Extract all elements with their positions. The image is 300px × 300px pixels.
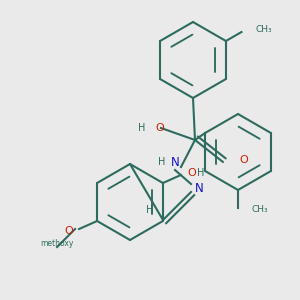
Text: methoxy: methoxy (40, 238, 74, 247)
Text: O: O (187, 168, 196, 178)
Text: N: N (195, 182, 204, 194)
Text: H: H (146, 205, 153, 215)
Text: CH₃: CH₃ (256, 26, 272, 34)
Text: CH₃: CH₃ (252, 206, 268, 214)
Text: H: H (138, 123, 145, 133)
Text: O: O (239, 155, 248, 165)
Text: H: H (158, 157, 165, 167)
Text: H: H (197, 168, 204, 178)
Text: O: O (155, 123, 164, 133)
Text: N: N (171, 155, 179, 169)
Text: O: O (64, 226, 73, 236)
